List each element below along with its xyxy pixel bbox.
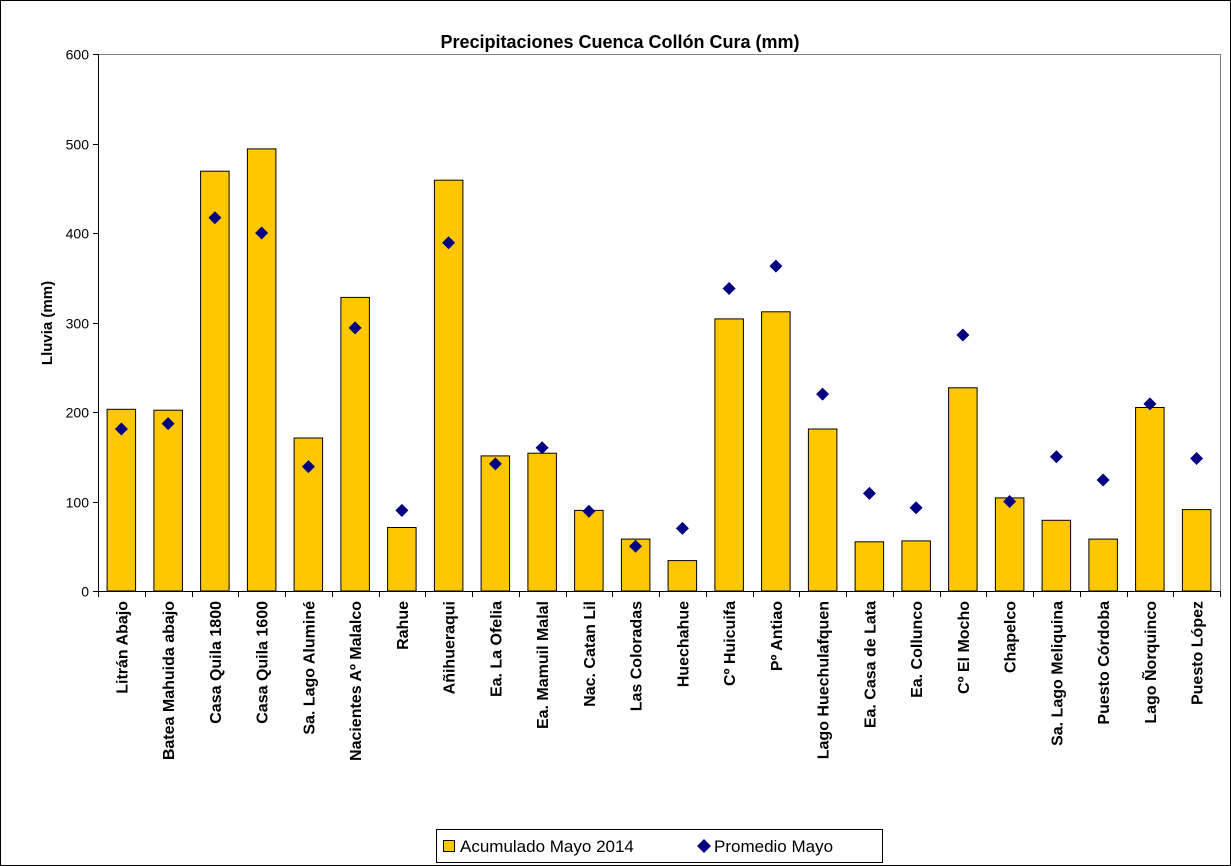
y-tick-label: 400	[66, 226, 90, 242]
chart-title: Precipitaciones Cuenca Collón Cura (mm)	[440, 32, 799, 52]
bar-1	[153, 409, 183, 592]
bar-15	[807, 428, 838, 592]
bar-0	[106, 408, 137, 592]
bar-17	[901, 540, 931, 592]
marker-18	[956, 328, 970, 342]
marker-20	[1049, 450, 1063, 464]
marker-6	[395, 503, 409, 517]
bar-11	[620, 538, 651, 592]
marker-4	[301, 460, 315, 474]
bar-12	[667, 560, 698, 592]
bar-series	[106, 148, 1212, 592]
bar-3	[246, 148, 277, 592]
marker-14	[769, 259, 783, 273]
bar-18	[948, 387, 978, 592]
y-tick-label: 200	[66, 405, 90, 421]
x-tick-label: Cº El Mocho	[956, 601, 973, 694]
bar-20	[1041, 519, 1072, 592]
y-tick-label: 0	[81, 584, 89, 600]
y-axis: 0 100 200 300 400 500 600	[66, 47, 99, 600]
x-tick-label: Sa. Lago Aluminé	[301, 601, 318, 735]
y-axis-label: Lluvia (mm)	[39, 281, 56, 365]
marker-19	[1003, 495, 1017, 508]
y-tick-label: 300	[66, 316, 90, 332]
x-tick-label: Lago Huechulafquen	[816, 601, 833, 759]
marker-2	[208, 211, 222, 225]
bar-19	[994, 497, 1025, 592]
marker-8	[488, 457, 502, 471]
bar-2	[200, 170, 230, 592]
bar-10	[574, 509, 604, 592]
marker-series	[114, 211, 1204, 553]
x-tick-label: Litrán Abajo	[114, 601, 131, 694]
marker-13	[722, 282, 736, 295]
x-tick-label: Casa Quila 1600	[255, 601, 272, 724]
x-tick-label: Huechahue	[675, 601, 692, 687]
marker-22	[1143, 397, 1157, 411]
x-tick-label: Puesto Córdoba	[1096, 601, 1113, 725]
x-tick-label: Puesto López	[1190, 601, 1207, 705]
bar-8	[480, 455, 511, 592]
bar-23	[1181, 509, 1212, 592]
marker-17	[909, 501, 923, 515]
y-tick-label: 600	[66, 47, 90, 63]
bar-13	[714, 318, 744, 592]
marker-11	[629, 539, 643, 553]
legend-swatch-bar	[443, 840, 455, 852]
x-tick-label: Rahue	[395, 601, 412, 650]
x-tick-label: Batea Mahuida abajo	[161, 601, 178, 760]
bar-14	[761, 311, 791, 592]
bar-22	[1135, 407, 1165, 592]
x-tick-label: Pº Antiao	[769, 601, 786, 671]
marker-0	[114, 422, 128, 436]
bar-5	[340, 296, 370, 592]
x-tick-label: Ea. La Ofelia	[488, 601, 505, 697]
legend-swatch-diamond	[697, 839, 711, 853]
x-tick-label: Casa Quila 1800	[208, 601, 225, 724]
x-tick-label: Nacientes Aº Malalco	[348, 601, 365, 761]
marker-5	[348, 321, 362, 335]
legend-label-diamond: Promedio Mayo	[714, 837, 833, 856]
bar-9	[527, 452, 557, 592]
marker-10	[582, 504, 596, 518]
plot-area	[98, 54, 1221, 592]
bar-16	[854, 541, 885, 592]
legend: Acumulado Mayo 2014 Promedio Mayo	[436, 829, 883, 863]
x-tick-label: Sa. Lago Meliquina	[1049, 601, 1066, 746]
bar-6	[387, 527, 417, 592]
marker-15	[816, 387, 830, 401]
marker-7	[442, 236, 456, 250]
marker-9	[535, 441, 549, 455]
x-tick-labels: Litrán Abajo Batea Mahuida abajo Casa Quil…	[114, 601, 1206, 761]
x-tick-label: Ea. Mamuil Malal	[535, 601, 552, 729]
legend-label-bar: Acumulado Mayo 2014	[460, 837, 634, 856]
x-tick-label: Chapelco	[1003, 601, 1020, 673]
marker-23	[1190, 452, 1204, 465]
x-tick-label: Cº Huicuifa	[722, 601, 739, 686]
x-tick-label: Lago Ñorquinco	[1140, 601, 1160, 724]
marker-1	[161, 417, 175, 431]
marker-3	[255, 226, 269, 240]
x-tick-label: Añihueraqui	[442, 601, 459, 694]
x-tick-label: Nac. Catan Lil	[582, 601, 599, 707]
y-tick-label: 500	[66, 137, 90, 153]
marker-12	[675, 521, 689, 535]
x-tick-label: Ea. Collunco	[909, 601, 926, 698]
x-tick-label: Las Coloradas	[629, 601, 646, 711]
bar-21	[1088, 538, 1118, 592]
x-tick-label: Ea. Casa de Lata	[862, 601, 879, 728]
marker-16	[862, 486, 876, 500]
y-tick-label: 100	[66, 495, 90, 511]
x-axis	[98, 591, 1221, 597]
legend-box	[436, 829, 883, 863]
marker-21	[1096, 473, 1110, 487]
